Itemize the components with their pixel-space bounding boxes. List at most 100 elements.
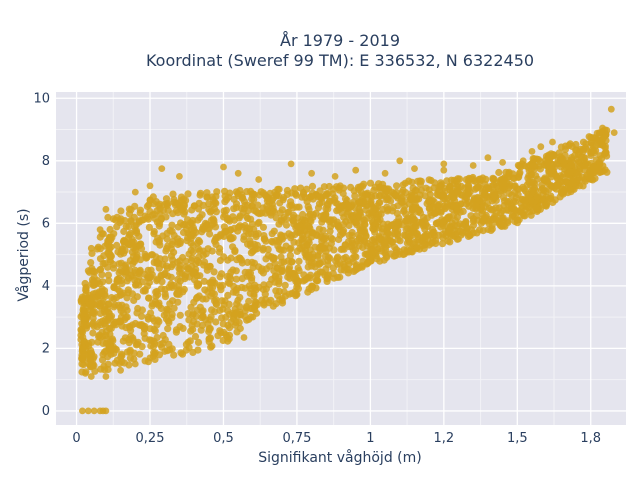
- data-point: [159, 260, 167, 268]
- data-point: [587, 133, 595, 141]
- data-point: [222, 196, 231, 204]
- data-point: [455, 235, 462, 243]
- data-point: [90, 362, 98, 370]
- data-point: [157, 214, 165, 222]
- data-point: [127, 217, 135, 226]
- data-point: [99, 339, 107, 347]
- data-point: [539, 184, 547, 193]
- data-point: [403, 239, 411, 247]
- data-point: [373, 213, 381, 221]
- data-point: [248, 191, 256, 199]
- data-point: [354, 183, 362, 191]
- data-point: [117, 215, 125, 223]
- data-point: [189, 216, 197, 225]
- data-point: [281, 232, 289, 240]
- data-point: [238, 191, 246, 199]
- data-point: [99, 278, 107, 286]
- data-point: [242, 212, 251, 221]
- data-point: [233, 256, 241, 264]
- data-point: [232, 267, 240, 275]
- data-point: [473, 229, 481, 237]
- data-point: [252, 230, 260, 238]
- data-point: [173, 290, 181, 298]
- data-point: [582, 144, 590, 152]
- data-point: [360, 180, 368, 188]
- data-point: [192, 260, 200, 268]
- data-point: [210, 268, 218, 276]
- data-point: [216, 244, 224, 253]
- data-point: [242, 303, 250, 311]
- data-point: [194, 338, 203, 346]
- data-point: [293, 247, 301, 255]
- data-point: [515, 170, 523, 178]
- data-point: [121, 334, 129, 342]
- data-point: [521, 212, 529, 220]
- data-point: [367, 242, 375, 250]
- data-point: [396, 248, 404, 255]
- data-point: [543, 201, 551, 209]
- data-point: [161, 348, 169, 355]
- data-point: [254, 201, 262, 209]
- data-point: [210, 290, 218, 298]
- data-point: [330, 220, 338, 228]
- data-point: [90, 407, 98, 415]
- data-point: [575, 148, 584, 156]
- data-point: [87, 244, 95, 252]
- data-point: [277, 217, 285, 225]
- data-point: [519, 157, 527, 165]
- data-point: [212, 318, 220, 326]
- data-point: [96, 302, 104, 310]
- data-point: [475, 197, 484, 205]
- data-point: [149, 193, 157, 201]
- data-point: [474, 183, 482, 191]
- data-point: [196, 191, 204, 199]
- data-point: [401, 179, 409, 187]
- data-point: [352, 219, 360, 227]
- data-point: [510, 183, 519, 191]
- data-point: [216, 273, 224, 281]
- data-point: [169, 297, 177, 305]
- data-point: [104, 271, 112, 279]
- data-point: [146, 182, 154, 190]
- data-point: [345, 231, 353, 239]
- data-point: [144, 273, 152, 281]
- data-point: [202, 316, 210, 324]
- data-point: [201, 258, 209, 266]
- data-point: [166, 227, 174, 235]
- data-point: [428, 225, 437, 234]
- data-point: [150, 200, 158, 208]
- data-point: [435, 183, 443, 191]
- data-point: [304, 288, 312, 296]
- data-point: [187, 303, 195, 311]
- x-tick-label: 0,75: [282, 431, 311, 446]
- data-point: [145, 294, 153, 302]
- data-point: [150, 210, 158, 218]
- data-point: [169, 261, 177, 269]
- data-point: [224, 214, 232, 223]
- data-point: [425, 197, 433, 205]
- data-point: [113, 241, 121, 249]
- data-point: [209, 215, 217, 223]
- data-point: [192, 312, 200, 320]
- data-point: [292, 290, 300, 298]
- data-point: [398, 221, 406, 229]
- data-point: [530, 162, 539, 170]
- data-point: [118, 352, 126, 360]
- data-point: [101, 292, 109, 300]
- data-point: [448, 189, 456, 197]
- data-point: [564, 189, 572, 197]
- data-point: [440, 160, 448, 168]
- data-point: [269, 204, 277, 212]
- data-point: [208, 342, 216, 350]
- data-point: [276, 209, 284, 217]
- y-tick-label: 2: [42, 341, 50, 356]
- data-point: [416, 191, 424, 199]
- data-point: [367, 257, 374, 265]
- data-point: [129, 334, 137, 342]
- data-point: [141, 286, 149, 294]
- data-point: [79, 310, 86, 318]
- data-point: [117, 366, 124, 374]
- data-point: [102, 407, 110, 415]
- data-point: [159, 339, 167, 347]
